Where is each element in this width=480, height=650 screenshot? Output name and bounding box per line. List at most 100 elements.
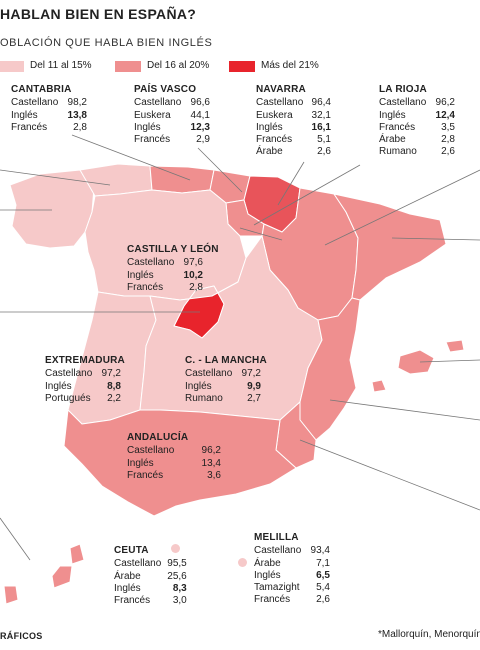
stat-value: 2,2 (107, 392, 121, 404)
stat-row: Francés 5,1 (256, 134, 331, 146)
stat-row: Castellano 97,2 (45, 368, 121, 380)
stat-lang: Inglés (379, 109, 406, 121)
leader-pais-vasco (197, 147, 243, 193)
map-subtitle: OBLACIÓN QUE HABLA BIEN INGLÉS (0, 37, 213, 49)
stat-row: Inglés 6,5 (254, 570, 330, 582)
stat-value: 6,5 (316, 569, 330, 581)
stat-row: Inglés 13,8 (11, 110, 87, 122)
stat-row: Tamazight 5,4 (254, 582, 330, 594)
source-credit: RÁFICOS (0, 631, 43, 641)
stat-lang: Inglés (127, 457, 154, 469)
leader-la-rioja (253, 164, 361, 226)
region-box-melilla: MELILLA Castellano 93,4 Árabe 7,1 Inglés 6,… (254, 532, 330, 607)
stat-value: 32,1 (311, 109, 331, 121)
stat-lang: Castellano (379, 97, 427, 109)
stat-value: 2,6 (316, 594, 330, 606)
stat-value: 12,3 (190, 121, 210, 133)
stat-value: 2,8 (189, 281, 203, 293)
stat-value: 96,6 (190, 97, 210, 109)
region-galicia (9, 169, 96, 249)
stat-lang: Tamazight (254, 582, 300, 594)
stat-row: Euskera 32,1 (256, 110, 331, 122)
stat-value: 2,9 (196, 134, 210, 146)
legend-swatch-high (229, 61, 255, 72)
stat-value: 96,4 (311, 97, 331, 109)
stat-value: 13,4 (201, 457, 221, 469)
stat-lang: Castellano (134, 97, 182, 109)
legend-label-mid: Del 16 al 20% (147, 60, 210, 71)
region-name: EXTREMADURA (45, 355, 125, 366)
stat-value: 2,8 (73, 121, 87, 133)
stat-row: Inglés 8,3 (114, 583, 187, 595)
stat-row: Francés 2,8 (127, 282, 203, 294)
ceuta-marker (171, 544, 180, 553)
map-title: HABLAN BIEN EN ESPAÑA? (0, 6, 197, 22)
stat-value: 97,2 (101, 368, 121, 380)
stat-row: Inglés 13,4 (127, 458, 221, 470)
stat-row: Euskera 44,1 (134, 110, 210, 122)
stat-value: 3,0 (172, 595, 187, 607)
region-cataluna (333, 193, 447, 301)
legend-swatch-low (0, 61, 24, 72)
stat-row: Castellano 97,2 (185, 368, 261, 380)
stat-lang: Inglés (127, 269, 154, 281)
stat-value: 10,2 (183, 269, 203, 281)
stat-lang: Rumano (185, 392, 223, 404)
stat-lang: Francés (379, 121, 416, 133)
stat-lang: Árabe (256, 146, 283, 158)
leader-baleares (419, 359, 480, 363)
stat-lang: Inglés (114, 582, 141, 594)
region-name: NAVARRA (256, 84, 306, 95)
stat-lang: Castellano (127, 257, 175, 269)
leader-rioja-aux (239, 227, 283, 241)
region-andalucia (63, 409, 297, 517)
stats-table: Castellano 97,2 Inglés 9,9 Rumano 2,7 (185, 368, 261, 405)
region-box-navarra: NAVARRA Castellano 96,4 Euskera 32,1 Inglé… (256, 84, 331, 159)
leader-navarra (277, 161, 305, 206)
stats-table: Castellano 93,4 Árabe 7,1 Inglés 6,5 Tamazi… (254, 545, 330, 606)
stat-row: Inglés 12,4 (379, 110, 455, 122)
region-box-pais-vasco: PAÍS VASCO Castellano 96,6 Euskera 44,1 In… (134, 84, 210, 146)
stat-row: Francés 3,6 (127, 470, 221, 482)
region-box-ceuta: CEUTA Castellano 95,5 Árabe 25,6 Inglés 8,3… (114, 545, 187, 607)
stat-lang: Castellano (185, 368, 233, 380)
stat-row: Portugués 2,2 (45, 393, 121, 405)
stat-lang: Euskera (256, 109, 293, 121)
region-canarias-1 (69, 543, 85, 565)
stat-lang: Castellano (254, 545, 302, 557)
stat-value: 8,3 (172, 582, 187, 594)
stat-row: Castellano 96,4 (256, 97, 331, 109)
stat-value: 12,4 (435, 109, 455, 121)
stat-row: Francés 2,9 (134, 134, 210, 146)
region-box-andalucia: ANDALUCÍA Castellano 96,2 Inglés 13,4 Fran… (127, 432, 221, 482)
stat-row: Francés 3,0 (114, 595, 187, 607)
stat-row: Árabe 2,6 (256, 146, 331, 158)
stat-value: 13,8 (67, 109, 87, 121)
stat-value: 2,7 (247, 392, 261, 404)
stat-row: Castellano 96,6 (134, 97, 210, 109)
stat-row: Castellano 95,5 (114, 558, 187, 570)
stat-lang: Castellano (256, 97, 304, 109)
region-name: CASTILLA Y LEÓN (127, 244, 219, 255)
stat-row: Inglés 9,9 (185, 381, 261, 393)
stat-lang: Castellano (114, 558, 162, 570)
melilla-marker (238, 558, 247, 567)
stat-row: Francés 3,5 (379, 122, 455, 134)
legend-label-low: Del 11 al 15% (30, 60, 92, 71)
stat-lang: Francés (11, 121, 48, 133)
stat-lang: Inglés (134, 121, 161, 133)
stat-lang: Francés (134, 134, 171, 146)
stat-value: 2,6 (441, 146, 455, 158)
region-name: CEUTA (114, 545, 149, 556)
stat-value: 2,8 (441, 134, 455, 146)
stat-row: Inglés 16,1 (256, 122, 331, 134)
stat-lang: Portugués (45, 392, 91, 404)
leader-murcia (299, 439, 480, 511)
stat-row: Inglés 10,2 (127, 270, 203, 282)
leader-valencia (329, 399, 480, 421)
stat-row: Castellano 97,6 (127, 257, 203, 269)
region-name: C. - LA MANCHA (185, 355, 267, 366)
stat-value: 3,6 (207, 469, 221, 481)
stat-lang: Francés (114, 595, 151, 607)
